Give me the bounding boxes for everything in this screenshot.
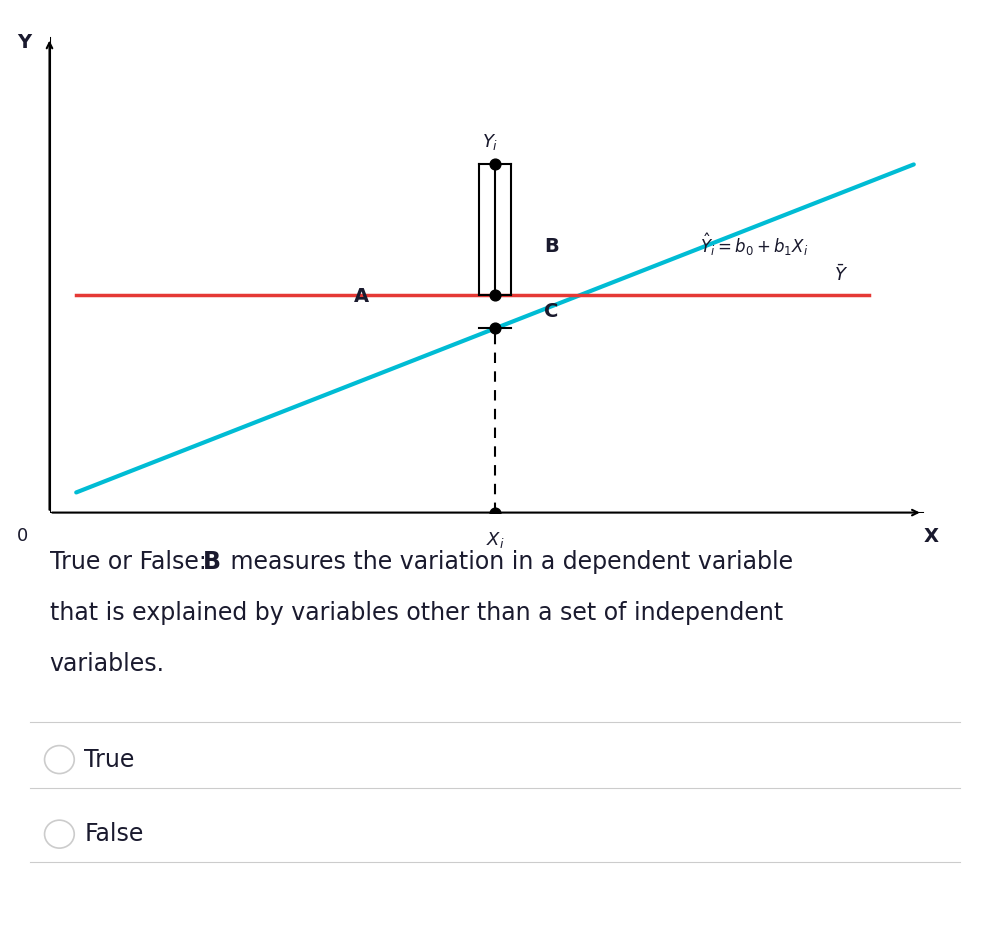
Text: measures the variation in a dependent variable: measures the variation in a dependent va… xyxy=(223,550,793,574)
Point xyxy=(487,157,503,171)
Text: B: B xyxy=(544,237,558,255)
Text: variables.: variables. xyxy=(50,652,164,677)
Point xyxy=(487,505,503,520)
Text: C: C xyxy=(544,302,558,321)
Text: False: False xyxy=(84,822,144,846)
Text: $Y_i$: $Y_i$ xyxy=(482,131,499,152)
Text: 0: 0 xyxy=(17,528,29,545)
Text: True or False:: True or False: xyxy=(50,550,214,574)
Text: $\bar{Y}$: $\bar{Y}$ xyxy=(834,264,847,285)
Text: Y: Y xyxy=(18,33,32,52)
Text: B: B xyxy=(203,550,221,574)
Text: $X_i$: $X_i$ xyxy=(486,529,504,550)
Point xyxy=(487,321,503,336)
Text: that is explained by variables other than a set of independent: that is explained by variables other tha… xyxy=(50,601,783,625)
Point xyxy=(487,287,503,302)
Text: X: X xyxy=(924,528,940,546)
Text: A: A xyxy=(353,287,369,307)
Text: True: True xyxy=(84,747,135,772)
Text: $\hat{Y}_i = b_0 + b_1 X_i$: $\hat{Y}_i = b_0 + b_1 X_i$ xyxy=(700,232,808,258)
